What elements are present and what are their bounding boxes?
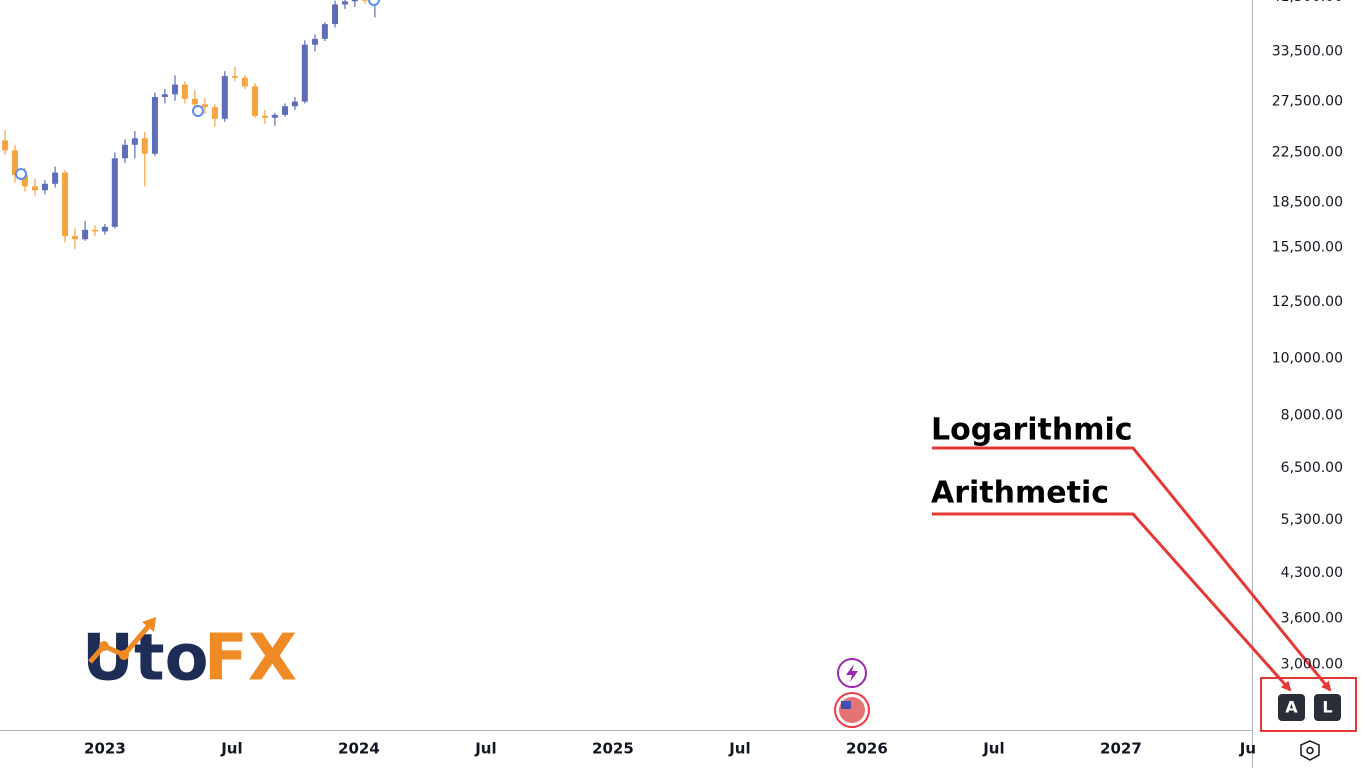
candle-body xyxy=(131,138,138,145)
y-tick-label: 8,000.00 xyxy=(1281,407,1343,423)
gear-outline xyxy=(1300,740,1320,761)
y-tick-label: 3,600.00 xyxy=(1281,610,1343,626)
y-tick-label: 4,300.00 xyxy=(1281,565,1343,581)
candle-body xyxy=(332,4,339,25)
logo-arrowhead xyxy=(142,617,156,632)
candle-body xyxy=(172,84,179,95)
candle-body xyxy=(62,172,69,237)
logo-text: FX xyxy=(204,622,297,696)
candle-body xyxy=(101,226,108,232)
y-tick-label: 33,500.00 xyxy=(1272,43,1343,59)
settings-button[interactable] xyxy=(1300,740,1320,761)
candle-body xyxy=(311,38,318,45)
candle-body xyxy=(321,24,328,39)
annotation: Arithmetic xyxy=(931,476,1109,511)
annotation: Logarithmic xyxy=(931,413,1133,448)
x-tick-label: 2025 xyxy=(592,740,634,758)
logo: Uto FX xyxy=(82,617,297,696)
candle-body xyxy=(291,101,298,107)
candle-body xyxy=(41,183,48,191)
plot-area xyxy=(2,0,380,249)
y-tick-label: 12,500.00 xyxy=(1272,294,1343,310)
logo-dot xyxy=(99,641,109,651)
x-tick-label: Jul xyxy=(982,740,1004,758)
logo-dot xyxy=(119,650,129,660)
x-tick-label: Ju xyxy=(1239,740,1256,758)
candle-body xyxy=(231,76,238,78)
candle-body xyxy=(151,97,158,154)
gear-center xyxy=(1306,746,1314,755)
y-tick-label: 15,500.00 xyxy=(1272,239,1343,255)
arithmetic-button[interactable] xyxy=(1278,694,1305,721)
candle-body xyxy=(301,44,308,102)
candle-body xyxy=(11,150,18,176)
logo-text: Uto xyxy=(82,622,209,696)
candle-body xyxy=(161,94,168,98)
candle-body xyxy=(141,138,148,154)
y-tick-label: 18,500.00 xyxy=(1272,194,1343,210)
candle-body xyxy=(201,104,208,108)
x-tick-label: 2023 xyxy=(84,740,126,758)
event-marker xyxy=(368,0,380,6)
button-label: L xyxy=(1322,698,1332,717)
button-label: A xyxy=(1285,698,1298,717)
highlight-box xyxy=(1260,677,1357,732)
flag-canton xyxy=(841,701,851,709)
candle-body xyxy=(181,84,188,99)
candle-body xyxy=(21,175,28,187)
candle-body xyxy=(221,76,228,119)
candle-body xyxy=(362,0,369,1)
annotation-arrow xyxy=(932,446,1332,692)
candle-body xyxy=(261,115,268,118)
x-tick-label: Jul xyxy=(474,740,496,758)
candle-body xyxy=(91,229,98,232)
y-tick-label: 10,000.00 xyxy=(1272,351,1343,367)
candle-body xyxy=(341,1,348,5)
candle-body xyxy=(191,98,198,105)
logo-arrow xyxy=(88,620,154,664)
candle-body xyxy=(32,186,39,191)
annotation-arrow xyxy=(932,512,1292,692)
logarithmic-button[interactable] xyxy=(1314,694,1341,721)
event-icon-glyph xyxy=(846,664,858,682)
y-tick-label: 41,500.00 xyxy=(1272,0,1343,5)
candle-body xyxy=(271,114,278,118)
candle-body xyxy=(71,236,78,240)
y-tick-label: 6,500.00 xyxy=(1281,460,1343,476)
candle-body xyxy=(121,144,128,159)
candle-body xyxy=(2,140,9,151)
y-tick-label: 27,500.00 xyxy=(1272,94,1343,110)
flag-icon xyxy=(839,697,865,723)
y-tick-label: 3,000.00 xyxy=(1281,657,1343,673)
candle-body xyxy=(281,106,288,115)
candle-body xyxy=(241,77,248,87)
y-tick-label: 22,500.00 xyxy=(1272,145,1343,161)
x-tick-label: 2026 xyxy=(846,740,888,758)
candle-body xyxy=(52,172,59,184)
candle-body xyxy=(111,158,118,227)
event-marker xyxy=(15,168,27,180)
x-tick-label: Jul xyxy=(220,740,242,758)
x-tick-label: Jul xyxy=(728,740,750,758)
candle-body xyxy=(351,0,358,2)
event-marker xyxy=(192,105,204,117)
candle-body xyxy=(82,229,89,240)
candle-body xyxy=(252,86,259,116)
y-tick-label: 5,300.00 xyxy=(1281,512,1343,528)
x-tick-label: 2024 xyxy=(338,740,380,758)
x-tick-label: 2027 xyxy=(1100,740,1142,758)
candle-body xyxy=(211,107,218,119)
